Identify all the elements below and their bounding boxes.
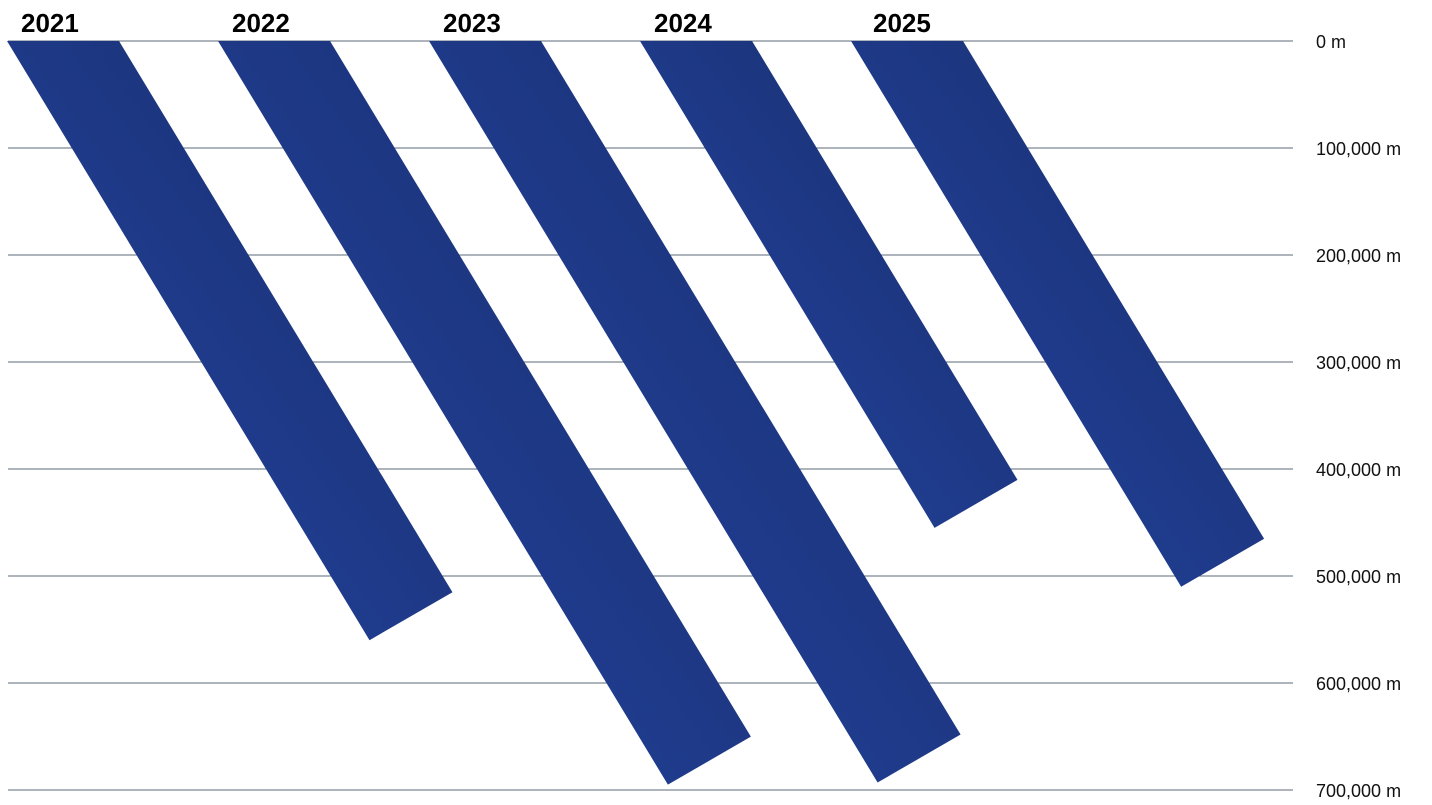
bar-2023: [429, 41, 961, 783]
y-tick-label: 0 m: [1316, 32, 1346, 52]
bar-2022: [218, 41, 751, 785]
category-label: 2022: [232, 8, 290, 38]
bar-2021: [7, 41, 453, 641]
bar-layer: [7, 41, 1265, 785]
bar-2024: [640, 41, 1018, 528]
y-tick-label: 200,000 m: [1316, 246, 1401, 266]
y-tick-label: 700,000 m: [1316, 781, 1401, 801]
y-tick-label: 500,000 m: [1316, 567, 1401, 587]
category-label: 2025: [873, 8, 931, 38]
y-tick-label: 400,000 m: [1316, 460, 1401, 480]
y-tick-label: 600,000 m: [1316, 674, 1401, 694]
y-tick-label: 100,000 m: [1316, 139, 1401, 159]
category-label: 2021: [21, 8, 79, 38]
bar-2025: [851, 41, 1265, 587]
category-label: 2023: [443, 8, 501, 38]
y-tick-label: 300,000 m: [1316, 353, 1401, 373]
label-layer: 0 m 100,000 m 200,000 m 300,000 m 400,000 m 5…: [21, 8, 1401, 801]
category-label: 2024: [654, 8, 712, 38]
